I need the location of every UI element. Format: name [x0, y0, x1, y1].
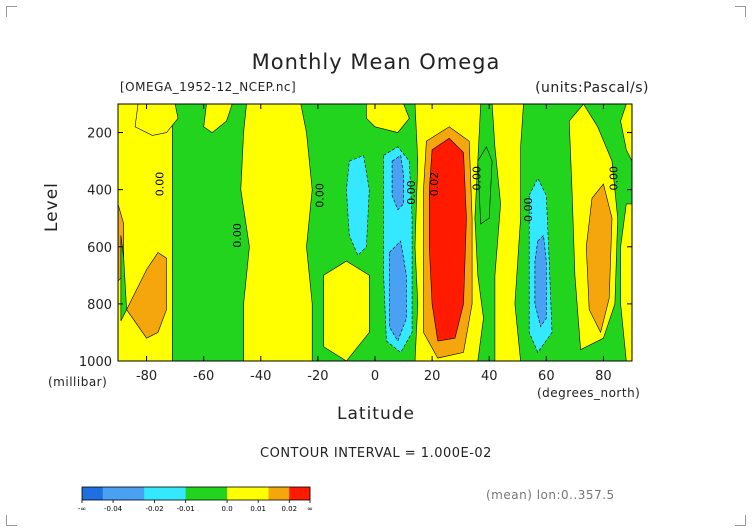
crop-mark: [735, 6, 746, 17]
y-tick-label: 600: [87, 241, 112, 256]
mean-note: (mean) lon:0..357.5: [486, 488, 615, 502]
colorbar-label: -0.01: [177, 505, 195, 513]
y-tick-label: 1000: [79, 355, 112, 370]
colorbar-label: 0.0: [222, 505, 233, 513]
colorbar-frame: [81, 486, 311, 501]
contour-region: [585, 183, 613, 334]
chart-title: Monthly Mean Omega: [251, 50, 501, 74]
colorbar-label: -0.02: [145, 505, 163, 513]
contour-interval-label: CONTOUR INTERVAL = 1.000E-02: [260, 446, 492, 461]
contour-region: [323, 260, 370, 361]
colorbar-swatch: [268, 487, 290, 500]
x-tick-label: -60: [193, 369, 214, 384]
colorbar-swatch: [206, 487, 228, 500]
contour-region: [366, 104, 410, 133]
contour-label: 0.00: [231, 223, 244, 248]
colorbar-swatch: [227, 487, 249, 500]
colorbar-label: -∞: [78, 505, 86, 513]
y-tick-label: 800: [87, 298, 112, 313]
colorbar-swatch: [144, 487, 166, 500]
contour-region: [346, 154, 370, 256]
contour-region: [423, 126, 473, 359]
colorbar-swatch: [164, 487, 186, 500]
colorbar-label: 0.02: [281, 505, 297, 513]
contour-label: 0.00: [471, 166, 484, 191]
x-tick-label: -20: [307, 369, 328, 384]
contour-region: [240, 104, 313, 361]
colorbar-swatch: [185, 487, 207, 500]
colorbar-label: ∞: [307, 505, 313, 513]
contour-region: [126, 252, 167, 339]
colorbar: -∞ -0.04 -0.02 -0.01 0.0 0.01 0.02 ∞: [78, 486, 313, 513]
contour-region: [118, 104, 173, 361]
contour-region: [203, 104, 233, 133]
contour-region: [620, 203, 632, 361]
contour-region: [118, 203, 124, 282]
contour-region: [118, 104, 632, 361]
crop-mark: [6, 6, 17, 17]
x-axis-ticks: -80 -60 -40 -20 0 20 40 60 80: [136, 104, 612, 384]
x-tick-label: 80: [595, 369, 612, 384]
contour-region: [491, 104, 524, 361]
plot-frame: [117, 103, 633, 362]
colorbar-swatch: [123, 487, 145, 500]
contour-region: [620, 104, 632, 162]
colorbar-swatch: [102, 487, 124, 500]
contour-label: 0.00: [405, 180, 418, 205]
contour-label: 0.00: [522, 197, 535, 222]
contour-region: [568, 104, 619, 351]
colorbar-swatch: [82, 487, 104, 500]
contour-region: [528, 177, 553, 354]
crop-mark: [735, 515, 746, 526]
y-axis-label: Level: [42, 182, 62, 232]
contour-label: 0.00: [608, 166, 621, 191]
contour-region: [414, 104, 484, 361]
y-tick-label: 400: [87, 184, 112, 199]
contour-region: [120, 235, 127, 322]
x-axis-label: Latitude: [337, 404, 415, 424]
contour-label-layer: 0.00 0.00 0.00 0.00 0.02 0.00 0.00 0.00: [154, 166, 621, 248]
x-tick-label: -40: [250, 369, 271, 384]
x-tick-label: 60: [538, 369, 555, 384]
crop-mark: [6, 515, 17, 526]
contour-label: 0.02: [428, 172, 441, 197]
contour-region: [534, 234, 547, 328]
x-tick-label: 20: [424, 369, 441, 384]
x-tick-label: 40: [481, 369, 498, 384]
contour-region: [383, 146, 413, 353]
file-label: [OMEGA_1952-12_NCEP.nc]: [120, 80, 297, 94]
contour-region: [391, 154, 404, 211]
contour-region: [134, 104, 179, 136]
contour-label: 0.00: [314, 183, 327, 208]
contour-region: [477, 146, 493, 225]
x-tick-label: -80: [136, 369, 157, 384]
colorbar-label: -0.04: [104, 505, 123, 513]
contour-region: [428, 137, 467, 342]
y-axis-ticks: 200 400 600 800 1000: [79, 127, 632, 370]
x-axis-unit: (degrees_north): [537, 386, 641, 400]
y-axis-unit: (millibar): [48, 375, 108, 389]
colorbar-swatch: [289, 487, 311, 500]
units-label: (units:Pascal/s): [535, 80, 649, 96]
y-tick-label: 200: [87, 127, 112, 142]
colorbar-label: 0.01: [250, 505, 266, 513]
colorbar-swatch: [247, 487, 269, 500]
contour-region: [388, 240, 407, 342]
contour-label: 0.00: [154, 172, 167, 197]
x-tick-label: 0: [371, 369, 379, 384]
contour-fill-layer: [118, 104, 632, 361]
